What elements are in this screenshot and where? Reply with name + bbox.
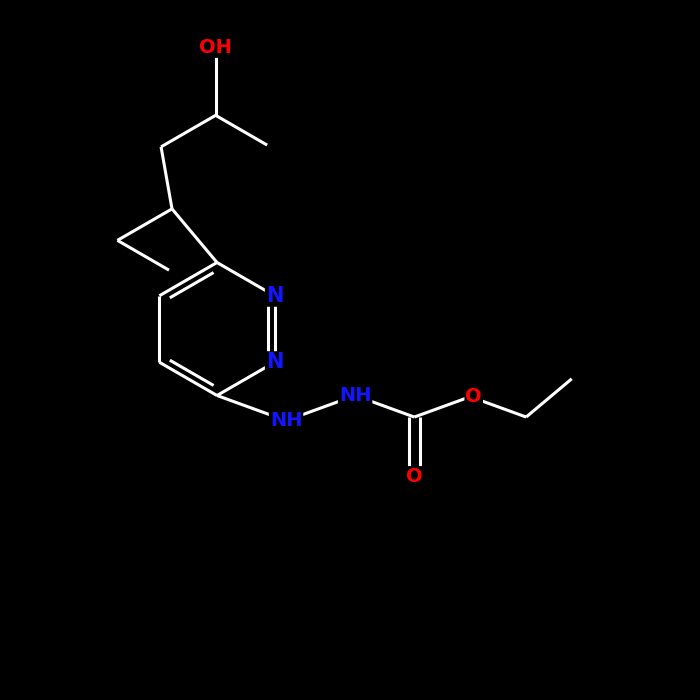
Text: NH: NH: [270, 411, 302, 430]
Text: NH: NH: [339, 386, 372, 405]
Text: N: N: [266, 286, 284, 306]
Text: O: O: [406, 467, 423, 486]
Text: OH: OH: [199, 38, 232, 57]
Text: N: N: [266, 352, 284, 372]
Text: O: O: [466, 387, 482, 406]
